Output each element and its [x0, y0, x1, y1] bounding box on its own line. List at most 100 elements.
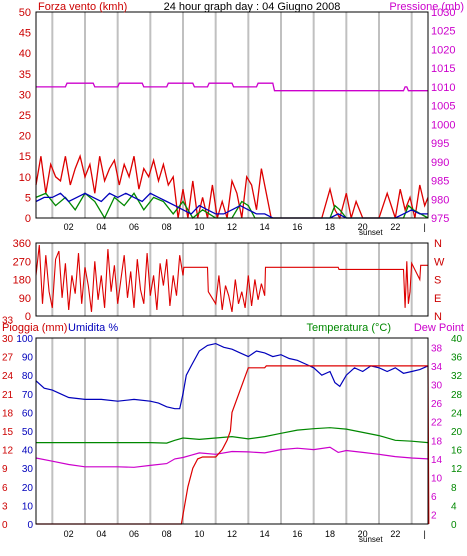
humidity-tick: 10: [22, 501, 34, 512]
climate-panel-x-tick: 06: [129, 529, 139, 539]
wind-panel-series-2: [35, 192, 429, 220]
wind-panel-x-tick: 20: [358, 222, 368, 232]
climate-panel-x-tick: 12: [227, 529, 237, 539]
direction-left-tick: 360: [13, 238, 31, 250]
pressure-right-tick: 980: [431, 194, 449, 206]
humidity-tick: 0: [27, 520, 33, 531]
humidity-tick: 40: [22, 446, 34, 457]
climate-panel-x-tick: 22: [390, 529, 400, 539]
pressure-axis-title: Pressione (mb): [389, 1, 464, 13]
wind-left-tick: 50: [19, 7, 31, 19]
rain-axis-title: Pioggia (mm): [2, 322, 67, 334]
temperature-tick: 40: [451, 334, 463, 345]
temperature-tick: 4: [451, 501, 457, 512]
temperature-tick: 24: [451, 408, 463, 419]
temperature-tick: 16: [451, 446, 463, 457]
wind-left-tick: 45: [19, 28, 31, 40]
pressure-right-tick: 985: [431, 176, 449, 188]
climate-panel-sunset-label: sunset: [359, 535, 383, 544]
dewpoint-tick: 30: [431, 381, 443, 392]
pressure-right-tick: 1010: [431, 82, 455, 94]
dewpoint-tick: 34: [431, 362, 443, 373]
wind-panel-x-tick: 06: [129, 222, 139, 232]
climate-panel-x-tick: 14: [260, 529, 270, 539]
climate-panel-x-tick: 04: [96, 529, 106, 539]
temperature-tick: 12: [451, 464, 463, 475]
wind-panel-x-tick: 04: [96, 222, 106, 232]
temperature-tick: 36: [451, 353, 463, 364]
humidity-tick: 50: [22, 427, 34, 438]
wind-panel-x-tick: 08: [162, 222, 172, 232]
dewpoint-tick: 18: [431, 436, 443, 447]
wind-left-tick: 30: [19, 89, 31, 101]
pressure-right-tick: 1015: [431, 63, 455, 75]
rain-tick: 6: [2, 483, 8, 494]
wind-left-tick: 25: [19, 110, 31, 122]
climate-panel-frame: [35, 337, 429, 525]
temperature-axis-title: Temperatura (°C): [307, 322, 391, 334]
wind-panel-x-tick: 22: [390, 222, 400, 232]
humidity-tick: 100: [16, 334, 33, 345]
wind-panel-x-tick: 16: [292, 222, 302, 232]
direction-left-tick: 180: [13, 275, 31, 287]
wind-panel-x-tick: 18: [325, 222, 335, 232]
direction-compass-label: W: [434, 256, 445, 268]
rain-tick: 15: [2, 427, 14, 438]
wind-panel-series-3: [35, 192, 428, 219]
pressure-right-tick: 995: [431, 138, 449, 150]
rain-tick: 33: [2, 315, 14, 326]
dewpoint-tick: 6: [431, 492, 437, 503]
chart-title: 24 hour graph day : 04 Giugno 2008: [164, 1, 341, 13]
wind-panel-x-tick: 12: [227, 222, 237, 232]
wind-panel-frame: [35, 11, 429, 219]
humidity-tick: 20: [22, 483, 34, 494]
climate-panel-x-tick: 08: [162, 529, 172, 539]
direction-compass-label: S: [434, 275, 441, 287]
dewpoint-tick: 2: [431, 511, 437, 522]
climate-panel-x-tick: 18: [325, 529, 335, 539]
direction-left-tick: 0: [25, 311, 31, 323]
pressure-right-tick: 1025: [431, 26, 455, 38]
rain-tick: 0: [2, 520, 8, 531]
wind-panel-series-1: [35, 154, 429, 220]
wind-panel-sunset-label: sunset: [359, 228, 383, 237]
humidity-tick: 90: [22, 353, 34, 364]
rain-tick: 21: [2, 390, 14, 401]
rain-tick: 18: [2, 408, 14, 419]
climate-series-0: [35, 342, 429, 410]
wind-left-tick: 20: [19, 131, 31, 143]
pressure-right-tick: 1000: [431, 119, 455, 131]
rain-tick: 3: [2, 501, 8, 512]
climate-panel-end-tick: |: [424, 529, 426, 539]
direction-compass-label: N: [434, 238, 442, 250]
wind-panel-series-0: [36, 82, 428, 92]
direction-left-tick: 270: [13, 256, 31, 268]
humidity-axis-title: Umidita %: [68, 322, 118, 334]
pressure-right-tick: 1030: [431, 7, 455, 19]
pressure-right-tick: 1020: [431, 44, 455, 56]
climate-series-2: [35, 446, 429, 468]
wind-panel-x-tick: 14: [260, 222, 270, 232]
dewpoint-axis-title: Dew Point: [414, 322, 464, 334]
temperature-tick: 0: [451, 520, 457, 531]
dewpoint-tick: 38: [431, 343, 443, 354]
temperature-tick: 32: [451, 371, 463, 382]
climate-series-1: [36, 427, 429, 444]
humidity-tick: 70: [22, 390, 34, 401]
wind-panel-x-tick: 02: [64, 222, 74, 232]
direction-compass-label: E: [434, 293, 441, 305]
temperature-tick: 20: [451, 427, 463, 438]
dewpoint-tick: 14: [431, 455, 443, 466]
wind-left-tick: 35: [19, 69, 31, 81]
wind-left-tick: 5: [25, 192, 31, 204]
wind-axis-title: Forza vento (kmh): [38, 1, 127, 13]
pressure-right-tick: 990: [431, 157, 449, 169]
wind-panel-x-tick: 10: [194, 222, 204, 232]
wind-panel-end-tick: |: [424, 222, 426, 232]
climate-panel-x-tick: 20: [358, 529, 368, 539]
climate-series-3: [36, 365, 430, 525]
climate-panel-x-tick: 16: [292, 529, 302, 539]
pressure-right-tick: 975: [431, 213, 449, 225]
